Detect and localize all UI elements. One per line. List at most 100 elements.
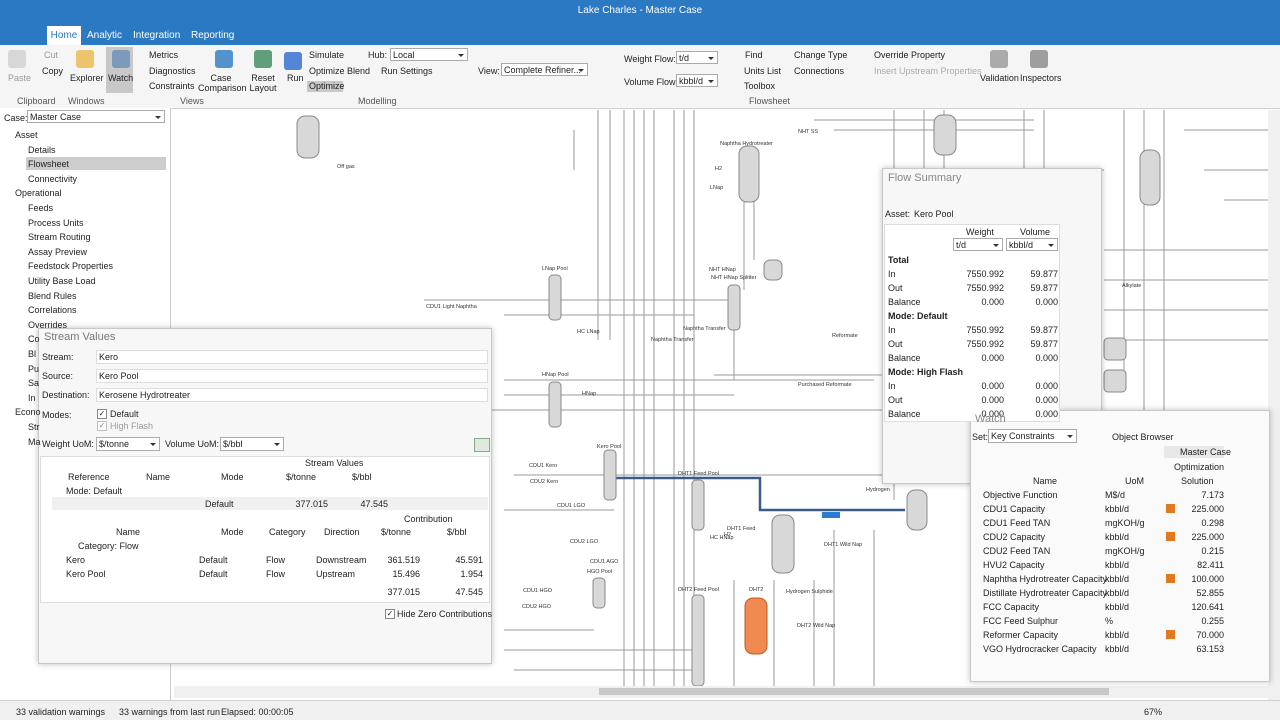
flowsheet-label[interactable]: HGO Pool bbox=[587, 569, 613, 575]
flowsheet-label[interactable]: Purchased Reformate bbox=[798, 382, 852, 388]
checkbox[interactable]: ✓ bbox=[97, 421, 107, 431]
flowsheet-label[interactable]: DHT2 bbox=[749, 587, 764, 593]
ribbon-button[interactable]: Find bbox=[745, 50, 763, 60]
flowsheet-label[interactable]: HC LNap bbox=[577, 329, 600, 335]
ribbon-icon[interactable] bbox=[254, 50, 272, 68]
tree-group[interactable]: Operational bbox=[15, 188, 62, 199]
flowsheet-label[interactable]: CDU1 AGO bbox=[590, 559, 619, 565]
tree-item[interactable]: Flowsheet bbox=[28, 159, 70, 170]
ribbon-button[interactable]: Metrics bbox=[149, 50, 178, 60]
tree-item[interactable]: Assay Preview bbox=[28, 246, 88, 257]
tree-item[interactable]: Overrides bbox=[28, 319, 68, 330]
vertical-scrollbar[interactable] bbox=[1268, 110, 1280, 700]
status-item[interactable]: 33 validation warnings bbox=[16, 707, 106, 717]
flowsheet-label[interactable]: DHT1 Wild Nap bbox=[824, 542, 863, 548]
volume-flow-dropdown[interactable] bbox=[676, 74, 718, 87]
toolbar-button[interactable]: Object Browser bbox=[1112, 432, 1174, 442]
ribbon-tab[interactable]: Reporting bbox=[191, 30, 235, 41]
ribbon-button[interactable]: Override Property bbox=[874, 50, 946, 60]
flowsheet-label[interactable]: NHT HNap bbox=[709, 267, 736, 273]
flowsheet-label[interactable]: HNap Pool bbox=[542, 372, 569, 378]
ribbon-button[interactable]: Optimize Blend bbox=[309, 66, 371, 76]
ribbon-button[interactable]: Paste bbox=[8, 73, 32, 83]
flowsheet-label[interactable]: NHT SS bbox=[798, 129, 819, 135]
weight-unit-dropdown[interactable] bbox=[953, 238, 1003, 251]
tree-group[interactable]: Econo bbox=[15, 407, 41, 418]
flowsheet-label[interactable]: HNap bbox=[582, 391, 597, 397]
tree-item[interactable]: Blend Rules bbox=[28, 290, 77, 301]
tree-item[interactable]: Details bbox=[28, 144, 56, 155]
checkbox[interactable]: ✓ bbox=[97, 409, 107, 419]
ribbon-icon[interactable] bbox=[76, 50, 94, 68]
horizontal-scrollbar[interactable] bbox=[174, 686, 1268, 698]
flowsheet-label[interactable]: Naphtha Transfer bbox=[651, 337, 694, 343]
flowsheet-label[interactable]: LNap Pool bbox=[542, 266, 568, 272]
flowsheet-label[interactable]: CDU2 HGO bbox=[522, 604, 552, 610]
ribbon-button[interactable]: Cut bbox=[44, 50, 59, 60]
flowsheet-label[interactable]: CDU2 Kero bbox=[530, 479, 559, 485]
ribbon-tab[interactable]: Analytic bbox=[87, 30, 123, 41]
tree-group[interactable]: Asset bbox=[15, 130, 38, 140]
ribbon-button[interactable]: Units List bbox=[744, 66, 782, 76]
ribbon-button[interactable]: Reset Layout bbox=[249, 73, 277, 93]
hub-dropdown[interactable] bbox=[390, 48, 468, 61]
ribbon-tab[interactable]: Integration bbox=[133, 30, 181, 41]
flowsheet-label[interactable]: Naphtha Transfer bbox=[683, 326, 726, 332]
tree-item[interactable]: In bbox=[28, 392, 36, 403]
flowsheet-label[interactable]: DHT1 Feed Pool bbox=[678, 471, 719, 477]
flowsheet-label[interactable]: Off gas bbox=[337, 164, 355, 170]
weight-uom-dropdown[interactable] bbox=[96, 437, 160, 451]
volume-unit-dropdown[interactable] bbox=[1006, 238, 1058, 251]
flowsheet-label[interactable]: CDU1 Kero bbox=[529, 463, 558, 469]
flowsheet-label[interactable]: Alkylate bbox=[1122, 283, 1142, 289]
ribbon-icon[interactable] bbox=[8, 50, 26, 68]
tree-item[interactable]: Stream Routing bbox=[28, 232, 91, 243]
tree-item[interactable]: Str bbox=[28, 422, 40, 432]
flowsheet-label[interactable]: NHT HNap Splitter bbox=[711, 275, 757, 281]
ribbon-button[interactable]: Copy bbox=[42, 66, 64, 76]
ribbon-icon[interactable] bbox=[990, 50, 1008, 68]
flowsheet-label[interactable]: Kero Pool bbox=[597, 444, 622, 450]
ribbon-icon[interactable] bbox=[215, 50, 233, 68]
flowsheet-label[interactable]: H2 bbox=[724, 532, 732, 538]
ribbon-button[interactable]: Insert Upstream Properties bbox=[874, 66, 982, 76]
ribbon-button[interactable]: Inspectors bbox=[1020, 73, 1062, 83]
flowsheet-label[interactable]: Hydrogen bbox=[866, 487, 890, 493]
ribbon-button[interactable]: Change Type bbox=[794, 50, 848, 60]
status-item[interactable]: 33 warnings from last run bbox=[119, 707, 221, 717]
export-button[interactable] bbox=[474, 438, 490, 452]
flowsheet-label[interactable]: H2 bbox=[715, 166, 723, 172]
flowsheet-label[interactable]: DHT2 Wild Nap bbox=[797, 623, 836, 629]
checkbox[interactable]: ✓ bbox=[385, 609, 395, 619]
tree-item[interactable]: Pu bbox=[28, 363, 40, 374]
flowsheet-label[interactable]: CDU1 HGO bbox=[523, 588, 553, 594]
flowsheet-label[interactable]: HC HNap bbox=[710, 535, 734, 541]
ribbon-button[interactable]: Watch bbox=[108, 73, 134, 83]
ribbon-button[interactable]: Connections bbox=[794, 66, 845, 76]
ribbon-button[interactable]: Run bbox=[287, 73, 304, 83]
ribbon-tab[interactable]: Home bbox=[50, 30, 78, 41]
tree-item[interactable]: Connectivity bbox=[28, 173, 78, 184]
view-dropdown[interactable] bbox=[501, 63, 588, 76]
flowsheet-label[interactable]: LNap bbox=[710, 185, 724, 191]
ribbon-button[interactable]: Simulate bbox=[309, 50, 345, 60]
tree-item[interactable]: Ma bbox=[28, 436, 41, 447]
flowsheet-label[interactable]: Hydrogen Sulphide bbox=[786, 589, 833, 595]
ribbon-icon[interactable] bbox=[112, 50, 130, 68]
ribbon-button[interactable]: Case Comparison bbox=[198, 73, 247, 93]
flowsheet-label[interactable]: Reformate bbox=[832, 333, 858, 339]
tree-item[interactable]: Sa bbox=[28, 378, 40, 389]
tree-item[interactable]: Co bbox=[28, 334, 40, 345]
tree-item[interactable]: Utility Base Load bbox=[28, 276, 96, 286]
volume-uom-dropdown[interactable] bbox=[220, 437, 284, 451]
checkbox-label[interactable]: Hide Zero Contributions bbox=[397, 609, 493, 619]
ribbon-button[interactable]: Validation bbox=[980, 73, 1019, 83]
ribbon-icon[interactable] bbox=[1030, 50, 1048, 68]
tree-item[interactable]: Feeds bbox=[28, 203, 54, 213]
flowsheet-label[interactable]: CDU1 LGO bbox=[557, 503, 586, 509]
flowsheet-label[interactable]: CDU2 LGO bbox=[570, 539, 599, 545]
tree-item[interactable]: Bl bbox=[28, 349, 37, 359]
ribbon-button[interactable]: Diagnostics bbox=[149, 66, 196, 76]
tree-item[interactable]: Process Units bbox=[28, 217, 84, 228]
flowsheet-label[interactable]: CDU1 Light Naphtha bbox=[426, 304, 477, 310]
